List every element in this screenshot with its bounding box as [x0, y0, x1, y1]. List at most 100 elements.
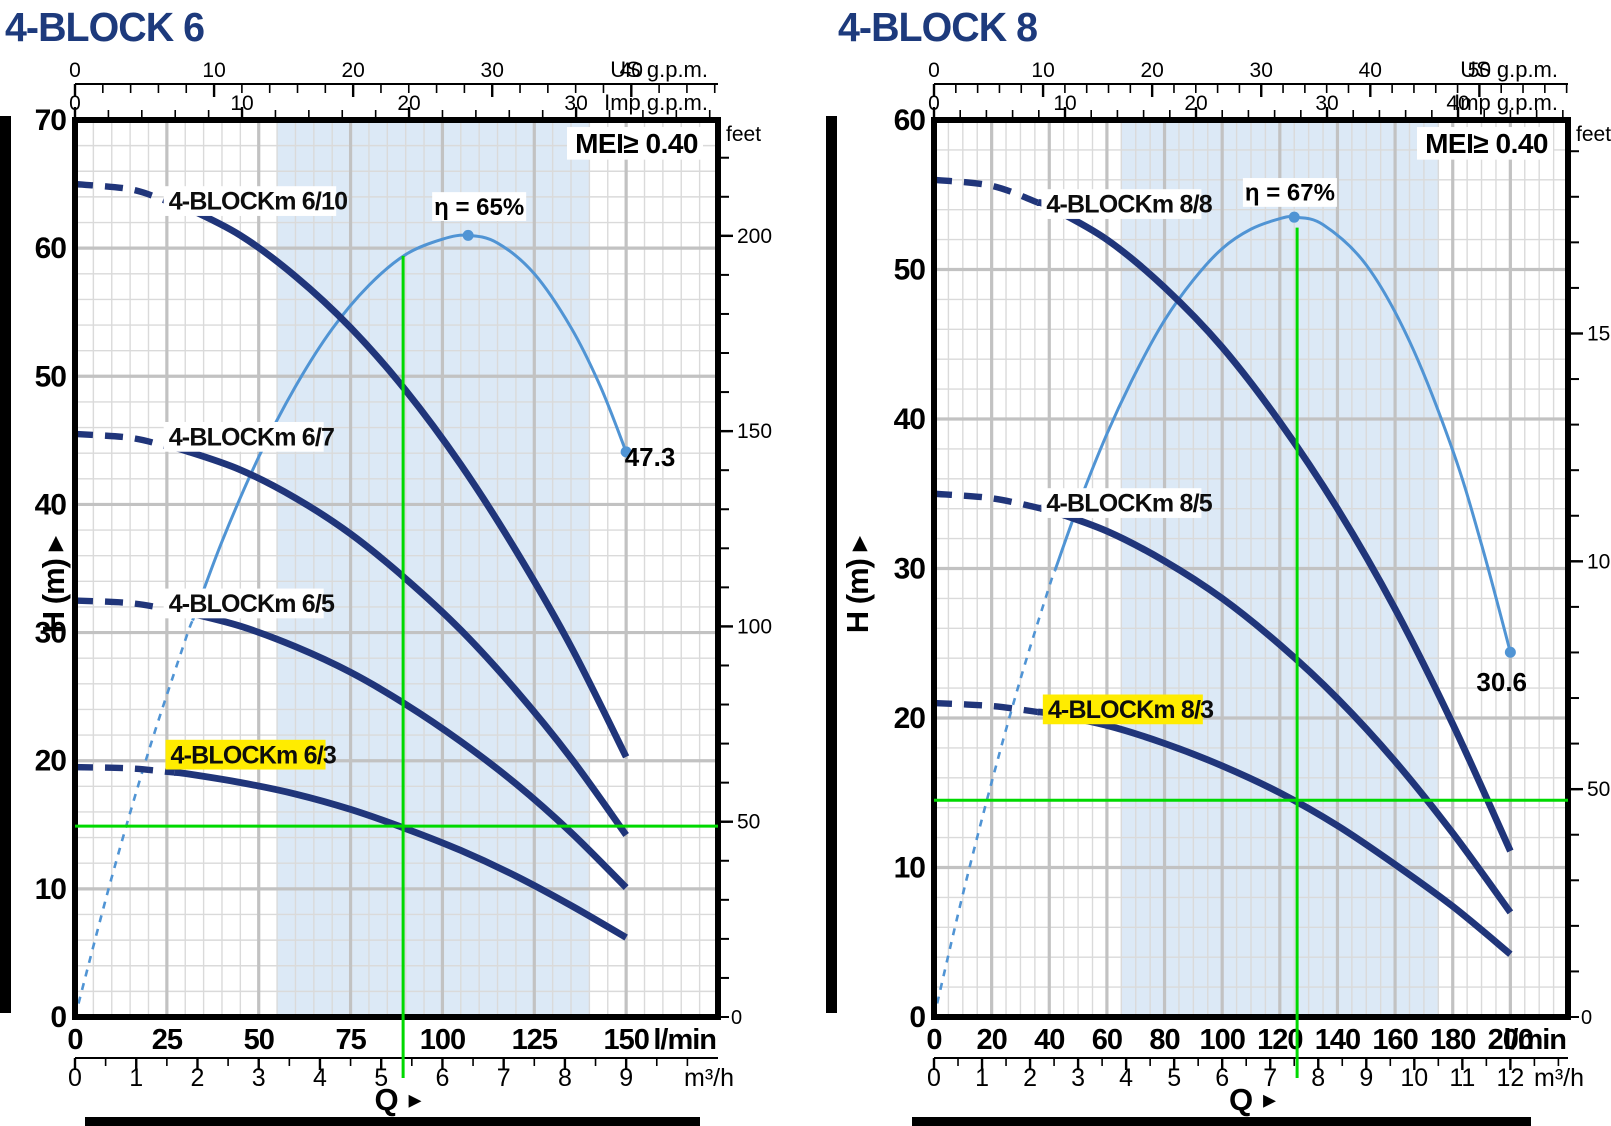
us-gpm-tick-label: 30	[481, 59, 504, 82]
us-gpm-tick-label: 10	[202, 59, 225, 82]
lmin-tick-label: 80	[1149, 1024, 1179, 1056]
imp-gpm-tick-label: 20	[397, 92, 420, 115]
us-gpm-tick-label: 20	[1140, 59, 1163, 82]
m3h-tick-label: 8	[558, 1064, 572, 1092]
imp-gpm-tick-label: 10	[230, 92, 253, 115]
curve-4-blockm-8-5-dashed	[933, 490, 1042, 512]
curve-4-blockm-8-8	[1036, 199, 1514, 853]
curve-label-4-blockm-6-3: 4-BLOCKm 6/3	[171, 741, 336, 769]
h-m-tick-label: 40	[894, 403, 926, 436]
curve-label-4-blockm-8-5: 4-BLOCKm 8/5	[1046, 490, 1212, 518]
q-axis-label: Q	[1229, 1082, 1253, 1117]
us-gpm-axis-label: US g.p.m.	[610, 57, 708, 82]
m3h-tick-label: 0	[68, 1064, 82, 1092]
lmin-tick-label: 100	[420, 1024, 465, 1056]
m3h-tick-label: 8	[1311, 1064, 1325, 1092]
lmin-tick-label: 0	[926, 1024, 941, 1056]
lmin-tick-label: 60	[1092, 1024, 1122, 1056]
curve-4-blockm-6-5-dashed	[74, 597, 172, 613]
curve-4-blockm-6-10	[165, 197, 630, 759]
right-bottom-table-edge	[912, 1117, 1531, 1126]
chart-title-4-block-8: 4-BLOCK 8	[838, 4, 1038, 50]
h-m-tick-label: 10	[894, 852, 926, 885]
efficiency-curve	[191, 233, 628, 622]
imp-gpm-tick-label: 30	[1315, 92, 1338, 115]
curve-4-blockm-8-3-dashed	[933, 699, 1039, 716]
m3h-tick-label: 5	[1167, 1064, 1181, 1092]
m3h-tick-label: 5	[374, 1064, 388, 1092]
operating-range-band	[277, 120, 590, 1017]
lmin-tick-label: 140	[1315, 1024, 1360, 1056]
h-m-tick-label: 20	[35, 745, 67, 778]
feet-tick-label: 50	[1587, 778, 1610, 801]
feet-tick-label: 100	[737, 615, 772, 638]
feet-zero-label: 0	[1581, 1007, 1592, 1029]
imp-gpm-tick-label: 40	[1446, 92, 1469, 115]
m3h-tick-label: 2	[191, 1064, 205, 1092]
imp-gpm-tick-label: 0	[69, 92, 81, 115]
lmin-tick-label: 100	[1199, 1024, 1244, 1056]
efficiency-end-dot	[1504, 646, 1516, 658]
us-gpm-tick-label: 40	[1359, 59, 1382, 82]
h-m-tick-label: 30	[35, 617, 67, 650]
m3h-tick-label: 9	[619, 1064, 633, 1092]
efficiency-curve-dashed	[932, 569, 1057, 1018]
imp-gpm-axis-label: Imp g.p.m.	[1454, 90, 1558, 115]
left-section-divider-bar	[0, 116, 11, 1013]
imp-gpm-tick-label: 20	[1184, 92, 1207, 115]
imp-gpm-axis-label: Imp g.p.m.	[604, 90, 708, 115]
m3h-tick-label: 2	[1023, 1064, 1037, 1092]
us-gpm-tick-label: 10	[1031, 59, 1054, 82]
m3h-tick-label: 7	[1263, 1064, 1277, 1092]
m3h-tick-label: 3	[1071, 1064, 1085, 1092]
m3h-tick-label: 1	[129, 1064, 143, 1092]
h-m-tick-label: 20	[894, 702, 926, 735]
feet-tick-label: 200	[737, 225, 772, 248]
imp-gpm-tick-label: 0	[928, 92, 940, 115]
right-section-divider-bar	[826, 116, 837, 1013]
efficiency-end-dot	[620, 446, 632, 458]
feet-tick-label: 150	[737, 420, 772, 443]
curve-4-blockm-8-5	[1037, 504, 1514, 915]
m3h-tick-label: 10	[1400, 1064, 1428, 1092]
curve-label-4-blockm-6-10: 4-BLOCKm 6/10	[169, 188, 348, 216]
us-gpm-axis-label: US g.p.m.	[1460, 57, 1558, 82]
us-gpm-tick-label: 30	[1250, 59, 1273, 82]
feet-tick-label: 100	[1587, 550, 1611, 573]
m3h-tick-label: 4	[1119, 1064, 1133, 1092]
mei-label: MEI≥ 0.40	[575, 128, 698, 159]
lmin-tick-label: 25	[152, 1024, 183, 1056]
h-m-tick-label: 40	[35, 488, 67, 521]
feet-tick-label: 150	[1587, 322, 1611, 345]
h-m-tick-label: 70	[35, 104, 67, 137]
curve-4-blockm-6-3	[173, 769, 628, 941]
lmin-tick-label: 20	[977, 1024, 1007, 1056]
imp-gpm-tick-label: 30	[564, 92, 587, 115]
curve-4-blockm-6-3-dashed	[74, 763, 175, 776]
lmin-tick-label: 75	[335, 1024, 366, 1056]
h-m-tick-label: 0	[50, 1001, 66, 1034]
m3h-tick-label: 11	[1449, 1064, 1475, 1092]
h-m-tick-label: 50	[894, 254, 926, 287]
m3h-tick-label: 1	[975, 1064, 989, 1092]
lmin-tick-label: 200	[1488, 1024, 1533, 1056]
m3h-tick-label: 7	[497, 1064, 511, 1092]
feet-axis-label: feet	[726, 123, 761, 146]
h-m-tick-label: 10	[35, 873, 67, 906]
q-arrow-icon: ▸	[1263, 1084, 1276, 1114]
h-m-tick-label: 30	[894, 553, 926, 586]
curve-4-blockm-6-5	[169, 606, 629, 890]
mei-label: MEI≥ 0.40	[1425, 128, 1548, 159]
efficiency-peak-label: η = 67%	[1245, 180, 1335, 207]
us-gpm-tick-label: 40	[620, 59, 643, 82]
imp-gpm-tick-label: 10	[1053, 92, 1076, 115]
m3h-tick-label: 0	[927, 1064, 941, 1092]
plot-border	[931, 117, 1571, 1020]
efficiency-end-label: 47.3	[625, 442, 676, 472]
h-m-tick-label: 60	[35, 232, 67, 265]
m3h-tick-label: 9	[1359, 1064, 1373, 1092]
plot-border	[72, 117, 721, 1020]
